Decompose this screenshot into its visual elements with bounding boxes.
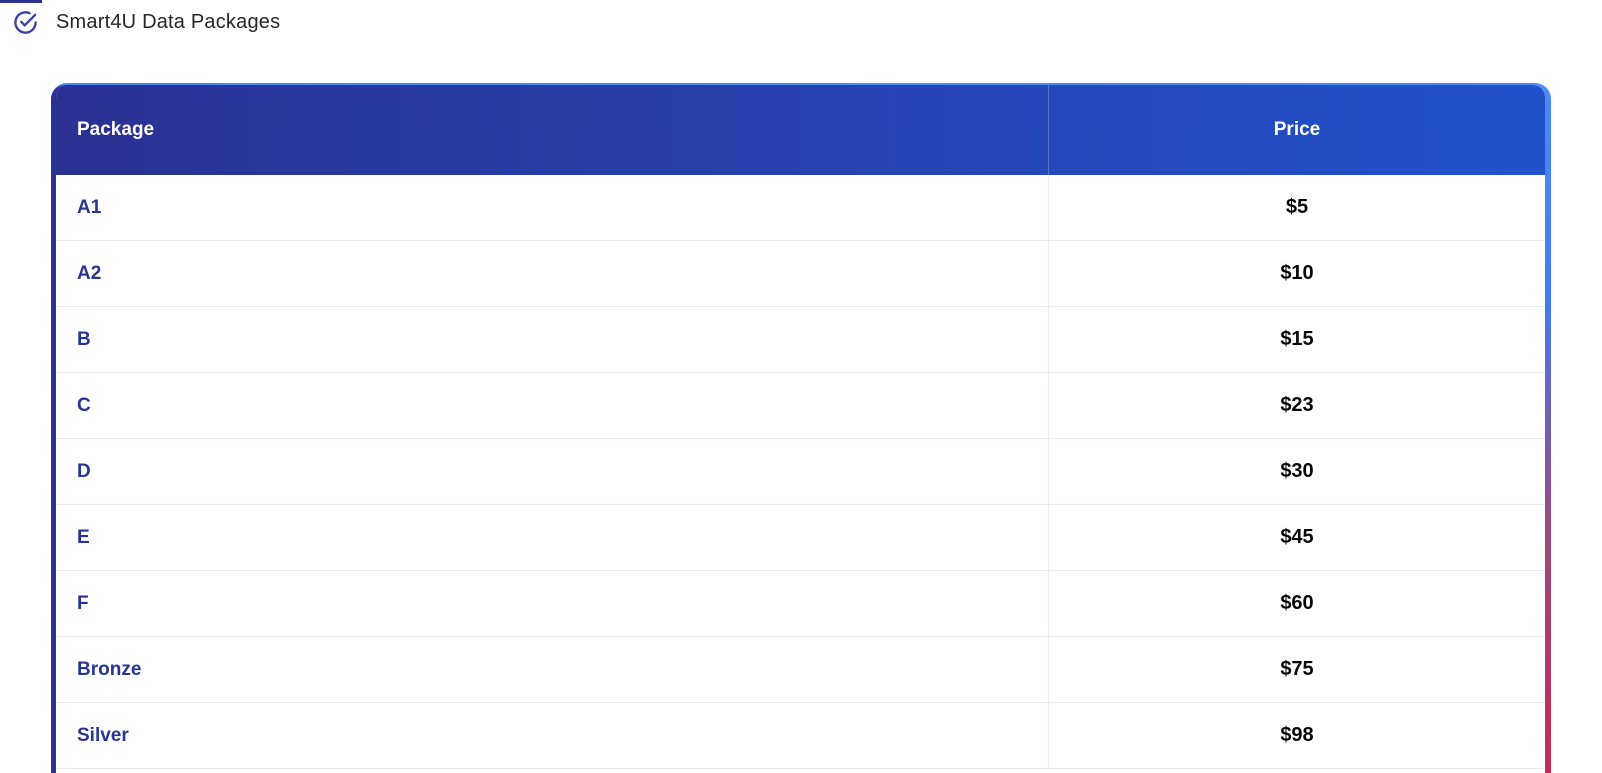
price-cell: $75 <box>1048 637 1545 702</box>
package-cell: F <box>77 592 89 614</box>
price-cell: $45 <box>1048 505 1545 570</box>
table-row: Silver $98 <box>56 703 1545 769</box>
price-cell: $10 <box>1048 241 1545 306</box>
data-packages-table: Package Price A1 $5 A2 $10 B $15 C $23 D… <box>51 85 1545 773</box>
table-row: A1 $5 <box>56 175 1545 241</box>
price-cell: $30 <box>1048 439 1545 504</box>
price-cell: $15 <box>1048 307 1545 372</box>
package-cell: A1 <box>77 196 102 218</box>
price-cell: $5 <box>1048 175 1545 240</box>
price-cell: $23 <box>1048 373 1545 438</box>
package-cell: Bronze <box>77 658 142 680</box>
table-row: B $15 <box>56 307 1545 373</box>
price-cell: $60 <box>1048 571 1545 636</box>
package-cell: A2 <box>77 262 102 284</box>
column-header-package: Package <box>77 119 155 140</box>
table-row: C $23 <box>56 373 1545 439</box>
table-header-row: Package Price <box>56 85 1545 175</box>
package-cell: C <box>77 394 91 416</box>
price-cell: $98 <box>1048 703 1545 768</box>
page-title: Smart4U Data Packages <box>56 11 281 33</box>
column-header-price: Price <box>1048 85 1545 175</box>
table-body: A1 $5 A2 $10 B $15 C $23 D $30 E $45 F $… <box>56 175 1545 769</box>
page-header: Smart4U Data Packages <box>12 9 280 36</box>
table-row: F $60 <box>56 571 1545 637</box>
package-cell: D <box>77 460 91 482</box>
package-cell: E <box>77 526 90 548</box>
top-edge-artifact <box>0 0 42 3</box>
table-row: E $45 <box>56 505 1545 571</box>
data-packages-table-frame: Package Price A1 $5 A2 $10 B $15 C $23 D… <box>51 83 1551 773</box>
table-row: A2 $10 <box>56 241 1545 307</box>
package-cell: B <box>77 328 91 350</box>
table-row: D $30 <box>56 439 1545 505</box>
table-row: Bronze $75 <box>56 637 1545 703</box>
package-cell: Silver <box>77 724 129 746</box>
check-circle-icon <box>14 11 37 34</box>
